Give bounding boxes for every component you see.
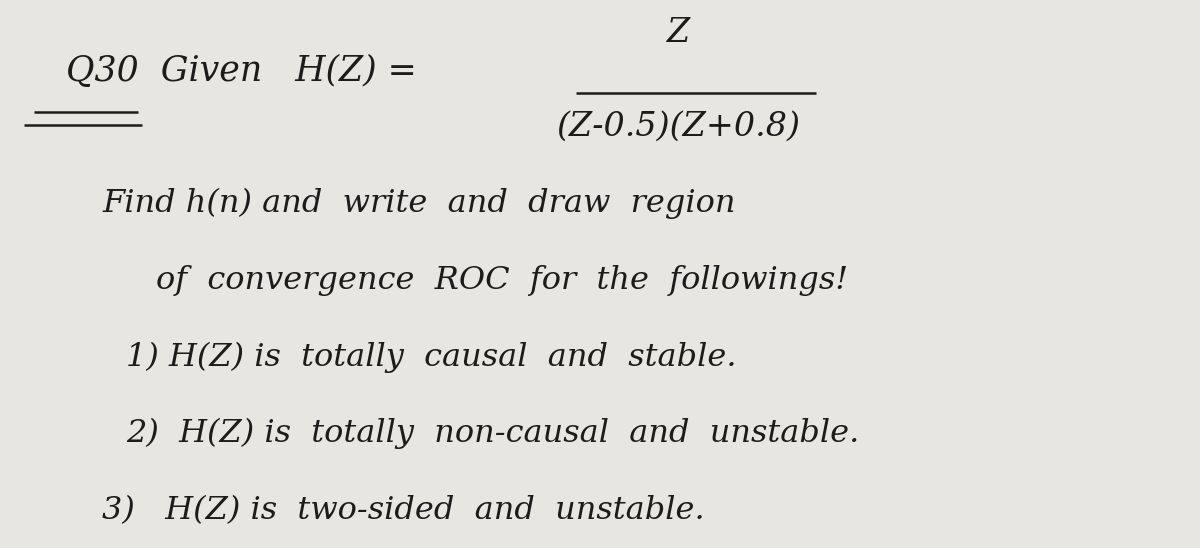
Text: Z: Z (666, 18, 690, 49)
Text: of  convergence  ROC  for  the  followings!: of convergence ROC for the followings! (156, 265, 848, 296)
Text: Find h(n) and  write  and  draw  region: Find h(n) and write and draw region (102, 188, 736, 219)
Text: 3)   H(Z) is  two-sided  and  unstable.: 3) H(Z) is two-sided and unstable. (102, 495, 704, 526)
Text: (Z-0.5)(Z+0.8): (Z-0.5)(Z+0.8) (556, 111, 800, 142)
Text: 1) H(Z) is  totally  causal  and  stable.: 1) H(Z) is totally causal and stable. (126, 341, 737, 373)
Text: Q30  Given   H(Z) =: Q30 Given H(Z) = (66, 54, 416, 88)
Text: 2)  H(Z) is  totally  non-causal  and  unstable.: 2) H(Z) is totally non-causal and unstab… (126, 418, 859, 449)
